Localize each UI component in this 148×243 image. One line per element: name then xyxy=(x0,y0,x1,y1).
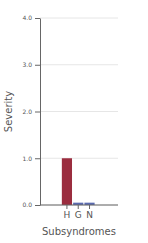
x-tick-mark xyxy=(66,205,67,209)
y-tick-mark xyxy=(35,158,40,159)
y-tick: 4.0 xyxy=(22,14,40,21)
x-tick: N xyxy=(86,205,93,220)
x-axis-line xyxy=(40,205,118,206)
y-tick-label: 2.0 xyxy=(22,108,32,115)
x-tick-label: G xyxy=(75,210,82,220)
x-tick-mark xyxy=(89,205,90,209)
y-axis: 0.0 1.0 2.0 3.0 4.0 xyxy=(22,14,40,208)
y-tick-label: 0.0 xyxy=(22,201,32,208)
y-tick-mark xyxy=(35,205,40,206)
y-tick: 3.0 xyxy=(22,61,40,68)
chart: 0.0 1.0 2.0 3.0 4.0 HGN Subsyndromes Severity xyxy=(0,0,148,243)
y-tick-label: 1.0 xyxy=(22,155,32,162)
x-tick-mark xyxy=(78,205,79,209)
y-tick-label: 3.0 xyxy=(22,61,32,68)
y-axis-title: Severity xyxy=(3,91,14,132)
x-tick-label: N xyxy=(86,210,93,220)
y-tick-mark xyxy=(35,18,40,19)
y-tick-mark xyxy=(35,112,40,113)
grid-line xyxy=(40,64,118,65)
x-tick: H xyxy=(64,205,71,220)
grid-line xyxy=(40,18,118,19)
x-tick: G xyxy=(75,205,82,220)
y-tick-mark xyxy=(35,65,40,66)
y-tick: 2.0 xyxy=(22,108,40,115)
plot: 0.0 1.0 2.0 3.0 4.0 HGN xyxy=(22,14,118,220)
grid-line xyxy=(40,111,118,112)
y-tick: 0.0 xyxy=(22,201,40,208)
x-axis: HGN xyxy=(40,205,118,220)
grid-line xyxy=(40,158,118,159)
x-axis-title: Subsyndromes xyxy=(42,226,116,237)
x-tick-label: H xyxy=(64,210,71,220)
y-tick-label: 4.0 xyxy=(22,14,32,21)
y-tick: 1.0 xyxy=(22,155,40,162)
grid-line xyxy=(40,205,118,206)
grid xyxy=(40,18,118,205)
y-axis-line xyxy=(40,19,41,206)
bar xyxy=(62,158,72,205)
bars xyxy=(62,158,95,205)
